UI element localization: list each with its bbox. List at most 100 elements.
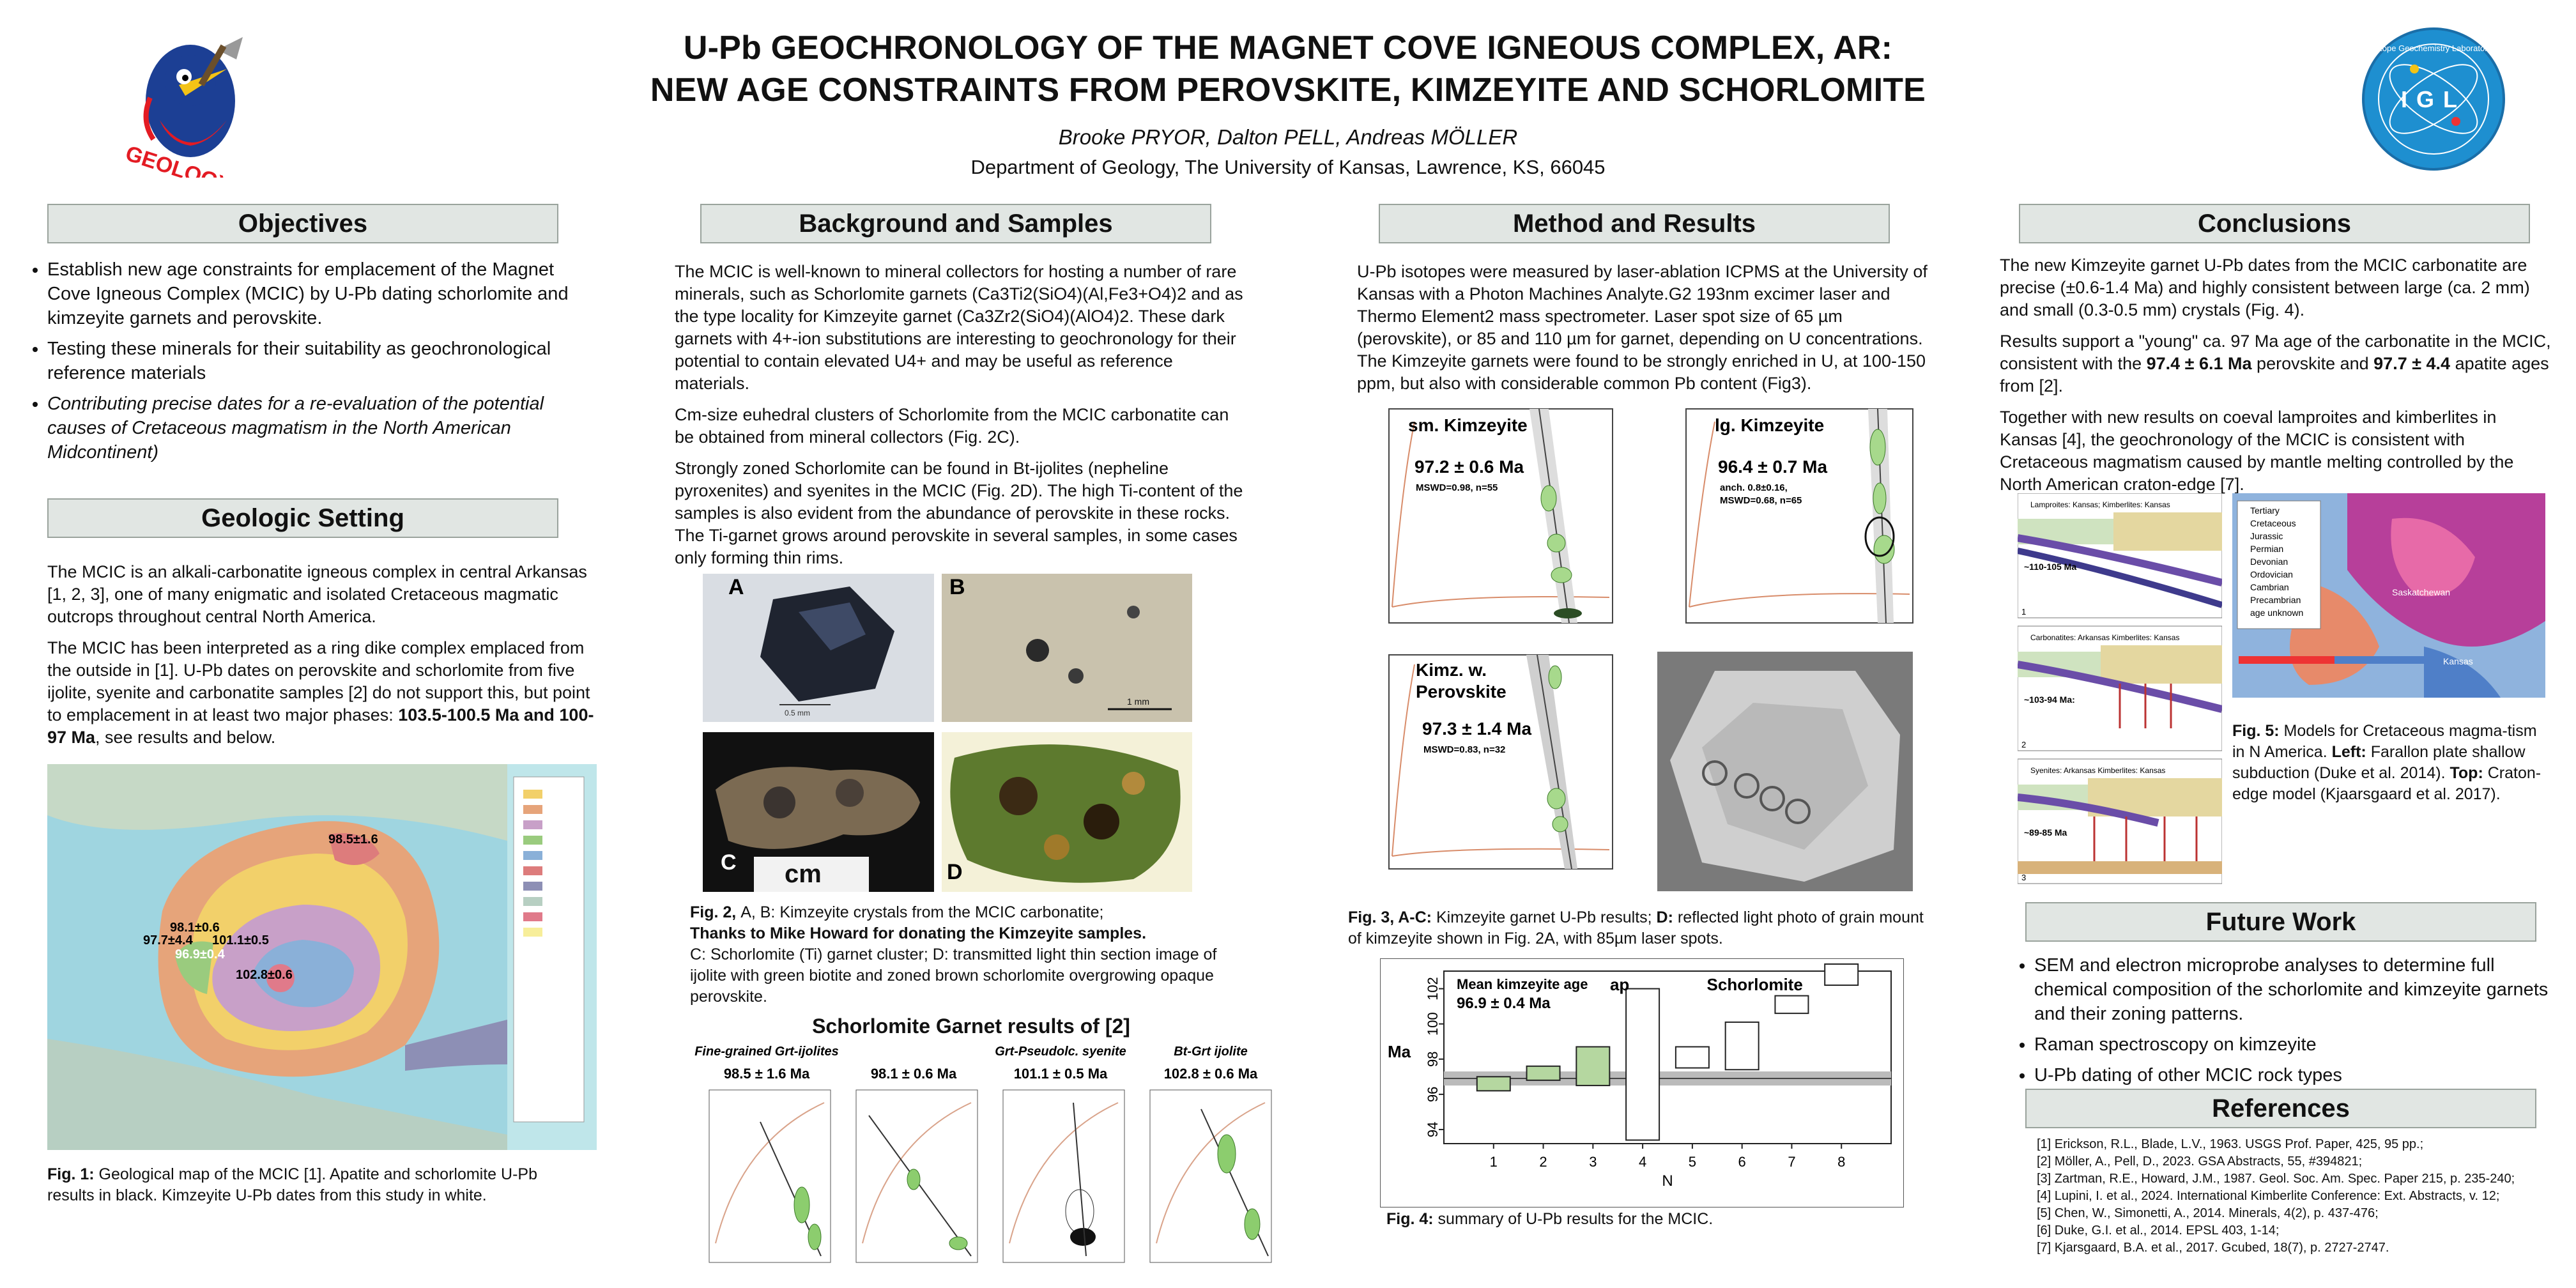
geologic-p1: The MCIC is an alkali-carbonatite igneou…	[47, 562, 587, 626]
plot-frame	[1443, 970, 1892, 1144]
future-item: U-Pb dating of other MCIC rock types	[2034, 1063, 2556, 1087]
model-num: 1	[2021, 607, 2026, 617]
fig5-caption: Fig. 5: Models for Cretaceous magma-tism…	[2232, 721, 2545, 805]
map-label: 101.1±0.5	[212, 933, 269, 947]
fig5-top: Top:	[2450, 764, 2483, 782]
map-place: Kansas	[2443, 656, 2473, 666]
model-title: Syenites: Arkansas Kimberlites: Kansas	[2030, 766, 2165, 775]
geologic-setting-heading: Geologic Setting	[47, 498, 558, 538]
model-num: 3	[2021, 873, 2026, 882]
photo-panel-a: 0.5 mm A	[703, 574, 934, 722]
conclusions-p2-a: Results support a "young" ca. 97 Ma age …	[2000, 332, 2551, 373]
logo-right-ring: Isotope Geochemistry Laboratories	[2369, 43, 2499, 53]
geologic-p2: The MCIC has been interpreted as a ring …	[47, 637, 597, 749]
conc-age: 97.2 ± 0.6 Ma	[1414, 457, 1524, 477]
legend-item: Permian	[2250, 544, 2283, 554]
method-text: U-Pb isotopes were measured by laser-abl…	[1357, 261, 1935, 404]
concordia-plot-a: sm. Kimzeyite 97.2 ± 0.6 Ma MSWD=0.98, n…	[1388, 408, 1613, 624]
y-tick-label: 98	[1425, 1052, 1441, 1067]
x-axis-label: N	[1662, 1172, 1673, 1190]
map-label: 96.9±0.4	[175, 947, 226, 962]
fig5-label: Fig. 5:	[2232, 722, 2280, 740]
title-line-1: U-Pb GEOCHRONOLOGY OF THE MAGNET COVE IG…	[683, 29, 1893, 66]
schor-plot-age: 102.8 ± 0.6 Ma	[1164, 1066, 1258, 1082]
fig3-d-label: D:	[1656, 908, 1673, 926]
title-line-2: NEW AGE CONSTRAINTS FROM PEROVSKITE, KIM…	[650, 72, 1926, 109]
map-place: Saskatchewan	[2392, 587, 2450, 597]
fig5-text: Models for Cretaceous magma-tism in N Am…	[2232, 722, 2537, 761]
y-axis-label: Ma	[1388, 1042, 1411, 1061]
objective-item: Establish new age constraints for emplac…	[47, 257, 588, 330]
geologic-p2-c: , see results and below.	[95, 728, 276, 747]
conc-title: Kimz. w.	[1416, 660, 1487, 680]
fig3-text: Kimzeyite garnet U-Pb results;	[1432, 908, 1657, 926]
conclusions-p2-b: 97.4 ± 6.1 Ma	[2146, 354, 2252, 373]
conclusions-p2-d: 97.7 ± 4.4	[2373, 354, 2451, 373]
schorlomite-plots: Fine-grained Grt-ijolites Grt-Pseudolc. …	[690, 1045, 1303, 1275]
schor-plot-4	[1149, 1089, 1272, 1263]
map-label: 98.1±0.6	[170, 921, 220, 935]
photo-panel-c: C cm	[703, 732, 934, 892]
schor-plot-label: Grt-Pseudolc. syenite	[995, 1045, 1126, 1059]
model-age: ~103-94 Ma:	[2024, 694, 2075, 705]
conclusions-heading: Conclusions	[2019, 204, 2530, 243]
photo-panel-d: D	[942, 732, 1192, 892]
affiliation: Department of Geology, The University of…	[970, 156, 1606, 178]
map-label: 102.8±0.6	[236, 968, 293, 982]
background-text: The MCIC is well-known to mineral collec…	[675, 261, 1250, 578]
grain-mount-photo	[1657, 652, 1913, 891]
age-box	[1575, 1046, 1611, 1087]
future-work-list: SEM and electron microprobe analyses to …	[2012, 953, 2556, 1094]
panel-label: C	[721, 850, 737, 875]
age-box	[1774, 995, 1809, 1015]
reference-item: [1] Erickson, R.L., Blade, L.V., 1963. U…	[2037, 1137, 2424, 1151]
scale-label: cm	[785, 860, 822, 888]
map-label: 98.5±1.6	[328, 832, 378, 847]
y-tick-label: 96	[1425, 1087, 1441, 1102]
y-tick-label: 100	[1425, 1012, 1441, 1036]
conc-stats: anch. 0.8±0.16,	[1720, 482, 1788, 493]
authors: Brooke PRYOR, Dalton PELL, Andreas MÖLLE…	[1058, 125, 1518, 149]
schor-plot-age: 98.5 ± 1.6 Ma	[724, 1066, 810, 1082]
x-tick-label: 3	[1589, 1154, 1597, 1170]
model-title: Carbonatites: Arkansas Kimberlites: Kans…	[2030, 633, 2179, 642]
geologic-p2-bold: 103.5-100.5 Ma and 100-97 Ma	[47, 705, 594, 747]
schor-plot-3	[1002, 1089, 1125, 1263]
legend-item: Cambrian	[2250, 582, 2289, 592]
model-title: Lamproites: Kansas; Kimberlites: Kansas	[2030, 500, 2170, 509]
reference-item: [3] Zartman, R.E., Howard, J.M., 1987. G…	[2037, 1172, 2515, 1186]
age-box	[1724, 1021, 1759, 1071]
poster-title: U-Pb GEOCHRONOLOGY OF THE MAGNET COVE IG…	[0, 27, 2576, 111]
fig4-plot-area: 1 2 3 4 5 6 7 8 94 96 98 100 102 N Ma Mean kimzeyite ag…	[1388, 963, 1892, 1190]
fig4-chart: 1 2 3 4 5 6 7 8 94 96 98 100 102 N Ma Mean kimzeyite ag…	[1379, 958, 1905, 1208]
geologic-p2-a: The MCIC has been interpreted as a ring …	[47, 638, 590, 724]
x-tick-label: 7	[1788, 1154, 1795, 1170]
fig5-left: Left:	[2331, 743, 2366, 761]
conc-title: lg. Kimzeyite	[1715, 415, 1824, 435]
reference-item: [6] Duke, G.I. et al., 2014. EPSL 403, 1…	[2037, 1223, 2280, 1238]
conc-stats: MSWD=0.98, n=55	[1416, 482, 1498, 493]
photo-panel-b: 1 mm B	[942, 574, 1192, 722]
igl-logo-icon: IGL Isotope Geochemistry Laboratories	[2354, 26, 2513, 172]
legend-item: Tertiary	[2250, 505, 2280, 516]
x-tick-label: 4	[1639, 1154, 1646, 1170]
y-tick-label: 102	[1425, 977, 1441, 1000]
conc-stats: MSWD=0.83, n=32	[1423, 744, 1505, 755]
legend-item: age unknown	[2250, 608, 2303, 618]
scale-label: 1 mm	[1127, 696, 1149, 707]
conclusions-p3: Together with new results on coeval lamp…	[2000, 408, 2514, 494]
panel-label: D	[947, 860, 963, 884]
fig3-panels: sm. Kimzeyite 97.2 ± 0.6 Ma MSWD=0.98, n…	[1357, 402, 1932, 907]
conc-title: Perovskite	[1416, 682, 1506, 702]
legend-item: Devonian	[2250, 556, 2288, 567]
reference-item: [2] Möller, A., Pell, D., 2023. GSA Abst…	[2037, 1154, 2363, 1169]
fig5-text-d: Farallon plate shallow subduction (Duke …	[2232, 743, 2526, 782]
future-work-heading: Future Work	[2025, 902, 2536, 942]
schor-plot-age: 101.1 ± 0.5 Ma	[1014, 1066, 1108, 1082]
x-tick-label: 8	[1837, 1154, 1845, 1170]
fig1-text: Geological map of the MCIC [1]. Apatite …	[47, 1165, 537, 1204]
conc-age: 96.4 ± 0.7 Ma	[1718, 457, 1827, 477]
fig1-label: Fig. 1:	[47, 1165, 95, 1183]
x-tick-label: 5	[1689, 1154, 1696, 1170]
concordia-plot-c: Kimz. w. Perovskite 97.3 ± 1.4 Ma MSWD=0…	[1388, 654, 1613, 870]
